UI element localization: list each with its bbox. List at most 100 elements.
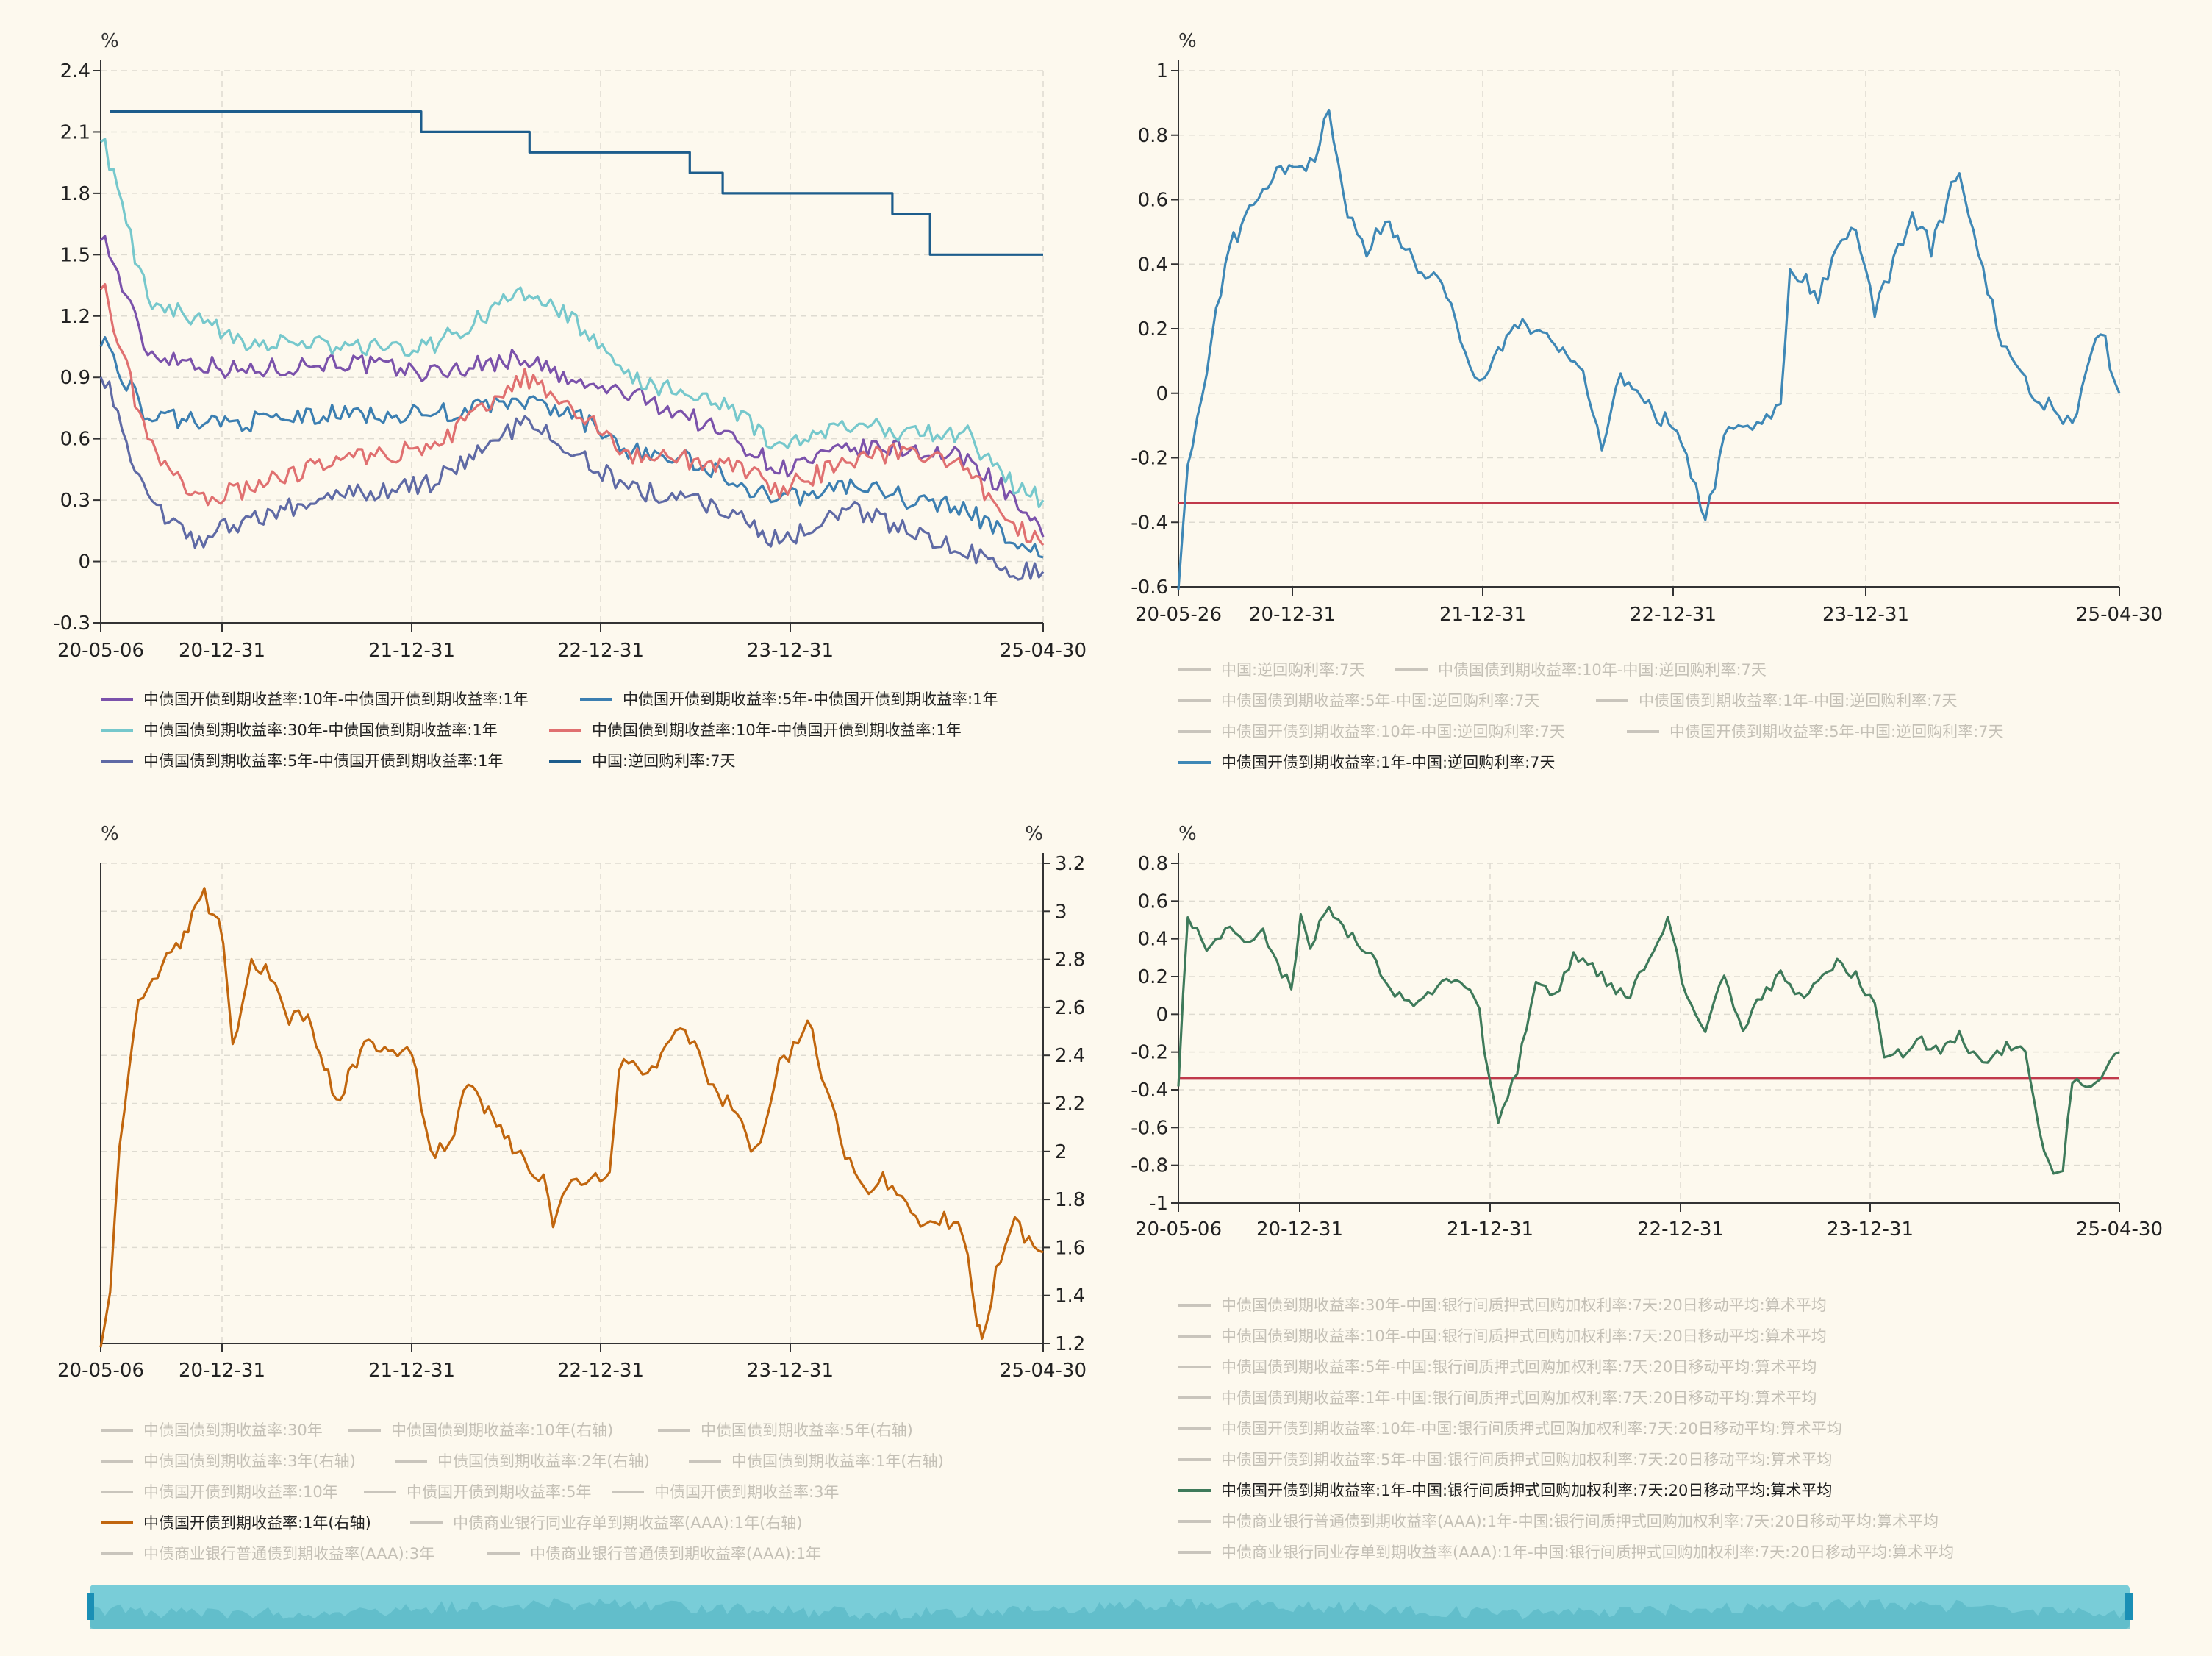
y-tick-label: 1.4 [1055,1285,1085,1307]
legend-item[interactable]: 中债国开债到期收益率:1年-中国:银行间质押式回购加权利率:7天:20日移动平均… [1178,1482,1832,1499]
x-tick-label: 22-12-31 [557,640,644,662]
y-unit-label: % [1178,30,1197,52]
zoom-handle-left[interactable] [87,1593,94,1620]
legend-label: 中国:逆回购利率:7天 [1221,661,1365,679]
series-line [99,283,1045,546]
y-tick-label: 0.6 [1138,190,1168,212]
legend-item[interactable]: 中债国债到期收益率:10年-中债国开债到期收益率:1年 [549,721,962,739]
y-tick-label: 0.2 [1138,318,1168,340]
legend-item[interactable]: 中债国债到期收益率:2年(右轴) [395,1452,650,1470]
x-tick-label: 22-12-31 [1637,1218,1724,1241]
legend-item[interactable]: 中债国开债到期收益率:5年-中国:银行间质押式回购加权利率:7天:20日移动平均… [1178,1451,1832,1468]
legend: 中债国开债到期收益率:10年-中债国开债到期收益率:1年 中债国开债到期收益率:5… [101,690,998,770]
legend-item[interactable]: 中债国债到期收益率:1年(右轴) [689,1452,944,1470]
y-tick-label: 0.6 [1138,891,1168,913]
x-tick-label: 25-04-30 [1000,1360,1087,1382]
legend-item[interactable]: 中债国债到期收益率:30年 [101,1421,323,1439]
legend-item[interactable]: 中债商业银行普通债到期收益率(AAA):1年 [487,1545,821,1563]
grid-lines [1178,863,2120,1204]
legend-item[interactable]: 中债国开债到期收益率:10年-中债国开债到期收益率:1年 [101,690,529,708]
y-tick-label: 1.8 [60,183,90,205]
series-line [99,235,1045,538]
legend-label: 中债国债到期收益率:3年(右轴) [143,1452,356,1470]
legend-label: 中债国开债到期收益率:1年-中国:银行间质押式回购加权利率:7天:20日移动平均… [1221,1482,1832,1499]
chart-bottom-left: 1.2 1.4 1.6 1.8 2 2.2 2.4 2.6 2.8 3 3.2 20-05-06 20-… [57,823,1087,1563]
y-unit-label-right: % [1025,823,1043,845]
x-tick-label: 23-12-31 [747,1360,834,1382]
y-tick-label: 2.4 [60,60,90,82]
legend-item[interactable]: 中债国债到期收益率:10年(右轴) [348,1421,613,1439]
x-tick-label: 25-04-30 [2076,1218,2163,1241]
x-tick-label: 20-05-26 [1135,604,1222,626]
legend-item[interactable]: 中债国债到期收益率:5年-中国:银行间质押式回购加权利率:7天:20日移动平均:… [1178,1358,1817,1376]
legend-item[interactable]: 中债国债到期收益率:10年-中国:逆回购利率:7天 [1395,661,1767,679]
y-tick-label: -0.8 [1131,1155,1168,1177]
legend-item[interactable]: 中债国开债到期收益率:10年-中国:逆回购利率:7天 [1178,723,1565,740]
legend-label: 中债国债到期收益率:30年 [143,1421,323,1439]
zoom-handle-right[interactable] [2125,1593,2133,1620]
legend-item[interactable]: 中债国债到期收益率:30年-中债国债到期收益率:1年 [101,721,498,739]
legend-item[interactable]: 中国:逆回购利率:7天 [549,752,736,770]
y-tick-label: 0.8 [1138,125,1168,147]
legend-label: 中债国债到期收益率:5年-中国:逆回购利率:7天 [1221,692,1540,710]
legend-label: 中债国债到期收益率:30年-中债国债到期收益率:1年 [143,721,498,739]
x-tick-label: 25-04-30 [2076,604,2163,626]
legend-item[interactable]: 中债国债到期收益率:10年-中国:银行间质押式回购加权利率:7天:20日移动平均… [1178,1327,1827,1345]
legend-label: 中债商业银行同业存单到期收益率(AAA):1年-中国:银行间质押式回购加权利率:… [1221,1543,1954,1561]
legend-label: 中债商业银行普通债到期收益率(AAA):1年-中国:银行间质押式回购加权利率:7… [1221,1513,1939,1530]
legend-label: 中债国开债到期收益率:5年-中国:银行间质押式回购加权利率:7天:20日移动平均… [1221,1451,1832,1468]
chart-top-right: -0.6 -0.4 -0.2 0 0.2 0.4 0.6 0.8 1 20-05-26 20-12-… [1131,30,2163,771]
legend-item[interactable]: 中债商业银行普通债到期收益率(AAA):1年-中国:银行间质押式回购加权利率:7… [1178,1513,1939,1530]
legend-item[interactable]: 中债国债到期收益率:1年-中国:逆回购利率:7天 [1596,692,1958,710]
y-unit-label: % [101,823,119,845]
x-tick-label: 23-12-31 [1827,1218,1914,1241]
x-tick-label: 20-12-31 [1249,604,1336,626]
legend-item[interactable]: 中债国债到期收益率:5年(右轴) [658,1421,913,1439]
y-tick-label: 2 [1055,1141,1067,1163]
legend-label: 中债商业银行同业存单到期收益率(AAA):1年(右轴) [453,1514,802,1532]
data-zoom-slider[interactable] [87,1585,2133,1629]
y-tick-label: 0.8 [1138,853,1168,875]
y-tick-label: 2.4 [1055,1045,1085,1067]
series-line [99,887,1044,1348]
legend-item[interactable]: 中债商业银行普通债到期收益率(AAA):3年 [101,1545,434,1563]
legend-item[interactable]: 中债国开债到期收益率:1年-中国:逆回购利率:7天 [1178,754,1556,771]
legend-item[interactable]: 中债国开债到期收益率:5年-中债国开债到期收益率:1年 [580,690,998,708]
legend-label: 中债国开债到期收益率:5年-中债国开债到期收益率:1年 [623,690,998,708]
legend-item[interactable]: 中国:逆回购利率:7天 [1178,661,1365,679]
y-tick-label: -0.2 [1131,448,1168,470]
y-tick-label: 1.5 [60,244,90,266]
legend-item[interactable]: 中债国开债到期收益率:10年 [101,1483,338,1501]
legend-label: 中债国债到期收益率:5年(右轴) [701,1421,913,1439]
legend-label: 中债国债到期收益率:1年(右轴) [731,1452,944,1470]
legend-item[interactable]: 中债国债到期收益率:5年-中债国开债到期收益率:1年 [101,752,503,770]
legend-item[interactable]: 中债国开债到期收益率:5年 [364,1483,591,1501]
legend-item[interactable]: 中债国开债到期收益率:3年 [612,1483,839,1501]
y-unit-label: % [101,30,119,52]
legend-label: 中债国债到期收益率:10年(右轴) [391,1421,613,1439]
y-tick-label: 0.6 [60,429,90,451]
x-tick-label: 20-05-06 [57,640,144,662]
y-tick-label: -0.6 [1131,1117,1168,1139]
series-line [100,138,1045,509]
y-tick-label: 0.4 [1138,929,1168,951]
legend-item[interactable]: 中债国债到期收益率:1年-中国:银行间质押式回购加权利率:7天:20日移动平均:… [1178,1389,1817,1407]
y-tick-label: 1.2 [1055,1333,1085,1355]
legend-item[interactable]: 中债国开债到期收益率:10年-中国:银行间质押式回购加权利率:7天:20日移动平… [1178,1420,1842,1438]
y-tick-label: 0.2 [1138,966,1168,988]
y-tick-label: 0 [78,552,90,574]
legend-item[interactable]: 中债国债到期收益率:30年-中国:银行间质押式回购加权利率:7天:20日移动平均… [1178,1296,1827,1314]
legend-item[interactable]: 中债国开债到期收益率:5年-中国:逆回购利率:7天 [1627,723,2004,740]
legend-item[interactable]: 中债国债到期收益率:5年-中国:逆回购利率:7天 [1178,692,1540,710]
y-tick-label: -0.2 [1131,1042,1168,1064]
zoom-preview-area [90,1598,2130,1629]
x-tick-label: 21-12-31 [368,1360,455,1382]
y-tick-label: 1.2 [60,306,90,328]
legend-item[interactable]: 中债商业银行同业存单到期收益率(AAA):1年-中国:银行间质押式回购加权利率:… [1178,1543,1954,1561]
legend-item[interactable]: 中债国债到期收益率:3年(右轴) [101,1452,356,1470]
legend-label: 中债国债到期收益率:1年-中国:银行间质押式回购加权利率:7天:20日移动平均:… [1221,1389,1817,1407]
x-tick-label: 21-12-31 [1439,604,1526,626]
legend-item[interactable]: 中债商业银行同业存单到期收益率(AAA):1年(右轴) [410,1514,802,1532]
legend-label: 中债商业银行普通债到期收益率(AAA):1年 [530,1545,821,1563]
legend-item[interactable]: 中债国开债到期收益率:1年(右轴) [101,1514,371,1532]
